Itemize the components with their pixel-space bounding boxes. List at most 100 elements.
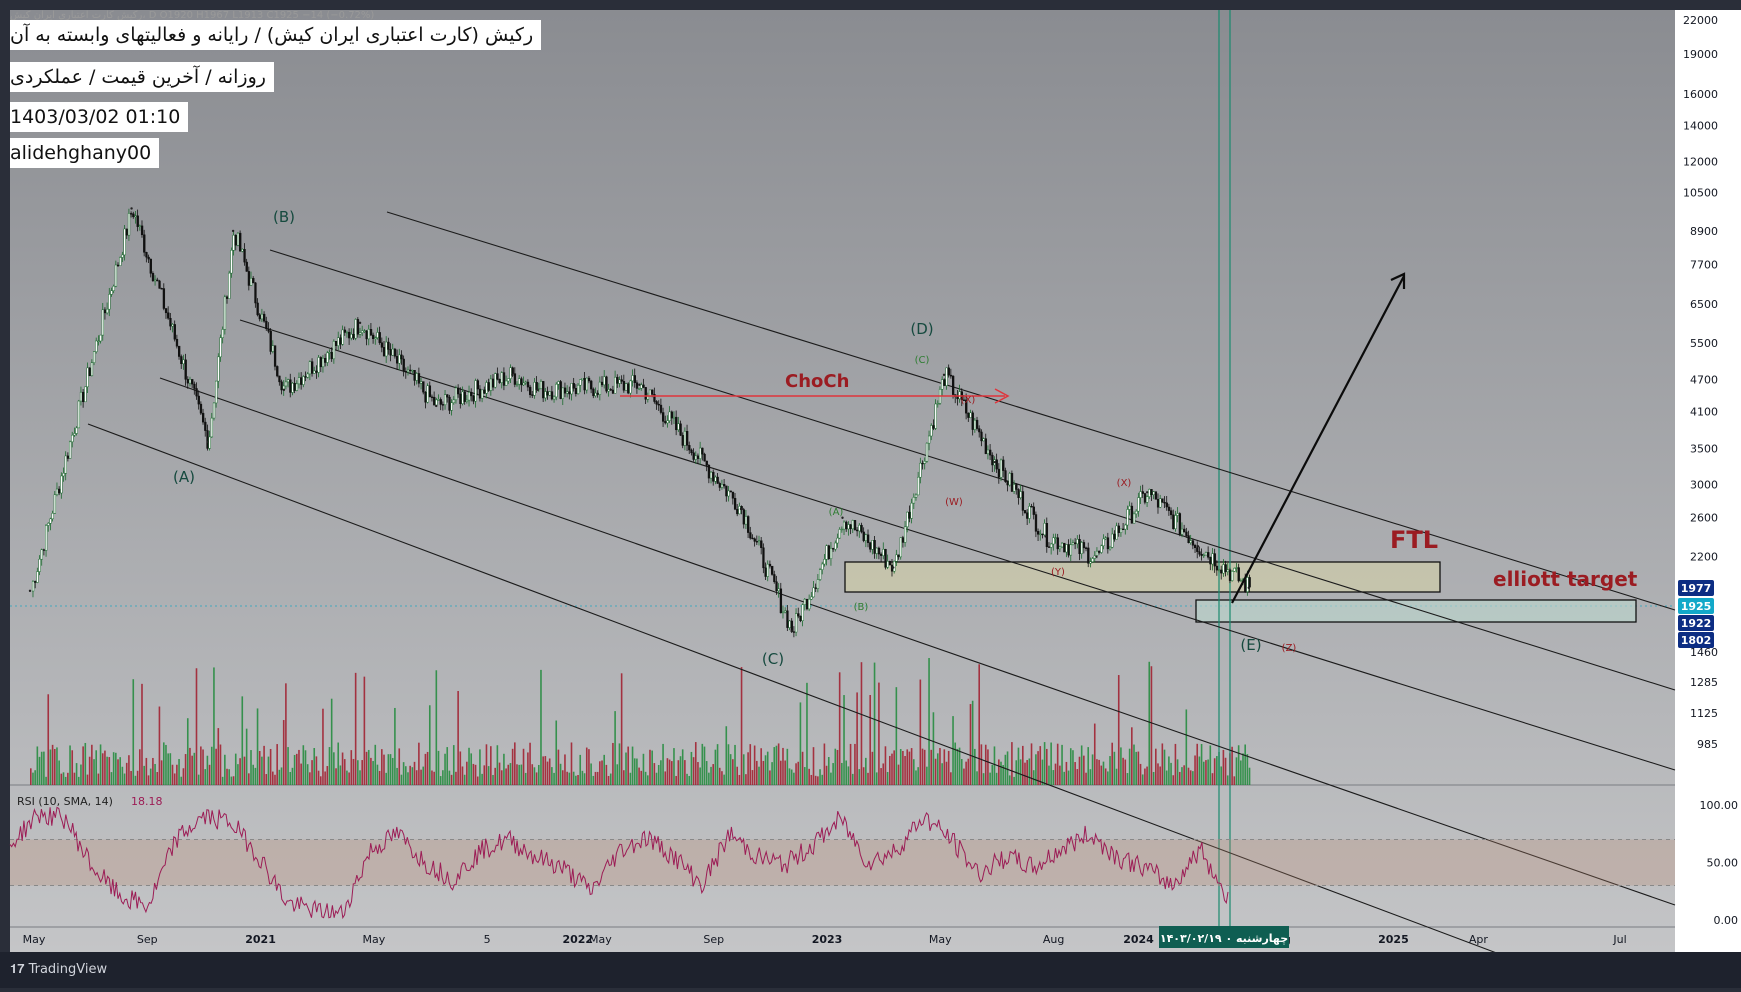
candle-body (182, 359, 185, 365)
candle-body (188, 379, 192, 384)
candle-body (374, 337, 377, 339)
candle-body (1041, 533, 1044, 536)
candle-body (919, 462, 922, 478)
candle-body (984, 438, 987, 454)
candle-body (797, 613, 800, 617)
candle-body (191, 379, 194, 385)
candle-body (805, 598, 809, 610)
candle-body (605, 376, 608, 392)
candle-body (949, 374, 953, 377)
candle-body (138, 225, 142, 227)
candle-body (694, 455, 698, 460)
volume-bar (1056, 743, 1059, 785)
candle-body (75, 427, 78, 434)
candle-body (457, 387, 460, 395)
volume-bar (609, 773, 612, 785)
volume-bar (420, 769, 422, 785)
candle-body (459, 393, 462, 404)
candle-body (672, 416, 676, 419)
candle-body (114, 264, 118, 287)
candle-body (705, 460, 708, 466)
candle-body (348, 331, 351, 339)
wave-label-minor: (W) (945, 497, 963, 508)
candle-body (206, 430, 209, 449)
candle-body (79, 391, 83, 402)
wave-label-minor: (X) (961, 395, 976, 406)
candle-body (978, 428, 981, 433)
candle-body (655, 401, 658, 405)
volume-bar (145, 757, 148, 785)
candle-body (132, 213, 135, 218)
volume-bar (529, 742, 531, 785)
volume-bar (557, 749, 560, 785)
candle-body (180, 356, 183, 365)
candle-body (1047, 546, 1051, 548)
time-tick-label: 2023 (812, 933, 843, 946)
volume-bar (483, 765, 486, 785)
volume-bar (686, 773, 688, 785)
candle-body (714, 476, 717, 482)
volume-bar (662, 743, 664, 785)
candle-body (1098, 550, 1101, 553)
candle-body (520, 378, 523, 386)
volume-bar (398, 748, 401, 785)
candle-body (1117, 525, 1120, 533)
volume-bar (945, 761, 948, 785)
volume-bar (1004, 754, 1007, 785)
volume-bar (1100, 765, 1103, 785)
volume-bar (1216, 756, 1218, 785)
candle-body (295, 383, 299, 391)
volume-bar (503, 753, 505, 785)
volume-bar (128, 755, 130, 785)
volume-bar (95, 750, 98, 785)
price-tag-label: 1925 (1681, 600, 1712, 613)
volume-bar (640, 770, 643, 785)
candle-body (1204, 552, 1208, 556)
volume-bar (1107, 771, 1109, 785)
volume-bar (845, 760, 848, 785)
candle-body (1119, 528, 1123, 533)
volume-bar (1091, 754, 1094, 785)
volume-bar (219, 744, 222, 785)
volume-bar (492, 774, 494, 785)
candle-body (1237, 567, 1240, 582)
candle-body (199, 403, 203, 414)
candle-body (208, 436, 211, 449)
candle-body (302, 376, 305, 385)
volume-bar (43, 751, 45, 785)
candle-body (917, 476, 920, 496)
volume-bar (993, 746, 996, 785)
candle-body (184, 359, 187, 380)
volume-bar (215, 748, 217, 785)
candle-body (531, 394, 534, 396)
time-tick-label: 5 (484, 933, 491, 946)
volume-bar (130, 770, 132, 785)
volume-bar (1019, 759, 1022, 785)
candle-body (1017, 489, 1020, 498)
volume-bar (1131, 727, 1133, 785)
candle-body (47, 523, 50, 526)
volume-bar (459, 751, 462, 785)
candle-body (127, 213, 131, 236)
candle-body (757, 540, 761, 542)
tradingview-logo[interactable]: 𝟏𝟕 TradingView (10, 962, 107, 977)
volume-bar (376, 764, 379, 785)
candle-body (330, 351, 333, 360)
candle-body (300, 377, 303, 385)
candle-body (518, 378, 521, 385)
candle-body (910, 502, 913, 519)
volume-bar (381, 749, 383, 785)
volume-bar (437, 750, 440, 785)
rsi-line (9, 806, 1229, 920)
candle-body (454, 387, 458, 401)
candle-body (633, 375, 636, 383)
candle-body (934, 403, 937, 429)
candle-body (71, 434, 74, 443)
candle-body (535, 382, 538, 390)
volume-bar (280, 767, 283, 785)
volume-bar (479, 749, 481, 785)
volume-bar (734, 744, 736, 785)
volume-bar (446, 747, 449, 785)
candle-body (284, 381, 288, 387)
candle-body (1183, 528, 1186, 533)
